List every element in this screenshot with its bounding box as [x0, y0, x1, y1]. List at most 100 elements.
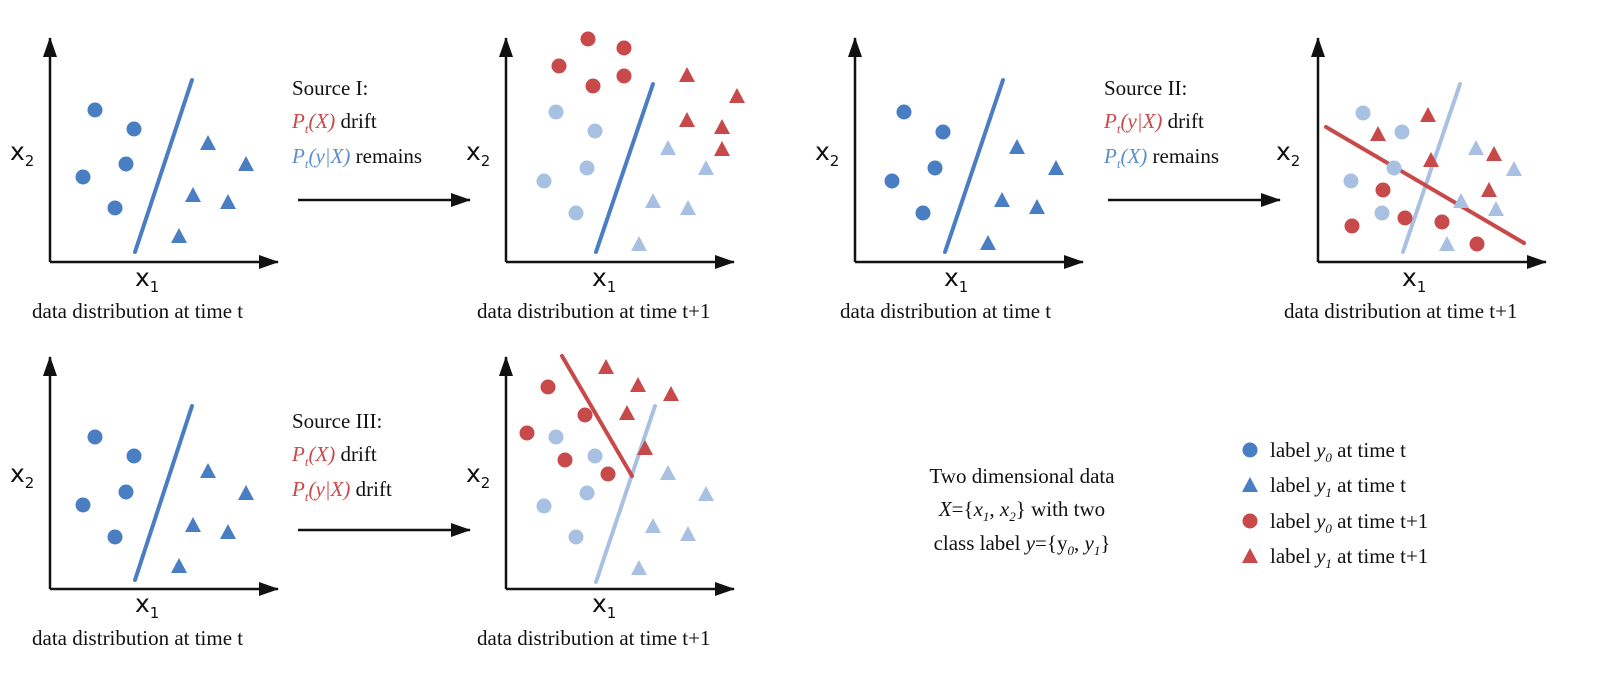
panel-caption: data distribution at time t+1	[1284, 299, 1517, 323]
point-y1	[980, 235, 996, 250]
panel-source1-time-t1: x2 x1 data distribution at time t+1	[466, 31, 745, 323]
point-y0-new	[540, 379, 556, 395]
point-y0	[915, 205, 931, 221]
point-y1-old	[680, 200, 696, 215]
point-y1-old	[645, 518, 661, 533]
point-y1	[238, 485, 254, 500]
new-points	[519, 359, 679, 482]
point-y1	[994, 192, 1010, 207]
point-y0-old	[536, 173, 552, 189]
point-y1	[220, 524, 236, 539]
old-points-faded	[536, 429, 714, 575]
y-axis-label: x2	[466, 459, 490, 492]
source-title: Source III:	[292, 409, 382, 433]
point-y1-new	[1481, 182, 1497, 197]
point-y1-old	[1453, 193, 1469, 208]
point-y1	[171, 558, 187, 573]
legend-item: label y0 at time t	[1242, 438, 1406, 465]
point-y1	[185, 187, 201, 202]
point-y1	[1009, 139, 1025, 154]
panel-source2-time-t: x2 x1 data distribution at time t	[815, 37, 1084, 323]
point-y0	[107, 200, 123, 216]
point-y1-new	[1486, 146, 1502, 161]
point-y0-new	[585, 78, 601, 94]
legend-label: label y0 at time t	[1270, 438, 1406, 465]
point-y1-new	[679, 67, 695, 82]
source3-annotation: Source III: Pt(X) drift Pt(y|X) drift	[291, 409, 471, 537]
point-y1-new	[619, 405, 635, 420]
point-y1-new	[714, 141, 730, 156]
source-title: Source II:	[1104, 76, 1187, 100]
point-y1-old	[680, 526, 696, 541]
point-y1	[200, 135, 216, 150]
new-points	[551, 31, 745, 156]
point-y0-old	[579, 160, 595, 176]
point-y1-old	[645, 193, 661, 208]
legend-marker-blue-circle	[1242, 442, 1258, 458]
point-y0-new	[580, 31, 596, 47]
panel-caption: data distribution at time t+1	[477, 626, 710, 650]
source-line-2: Pt(X) remains	[1103, 144, 1219, 171]
y-axis-label: x2	[10, 459, 34, 492]
point-y0-new	[1375, 182, 1391, 198]
point-y0-old	[568, 205, 584, 221]
point-y0	[75, 497, 91, 513]
legend-label: label y0 at time t+1	[1270, 509, 1428, 536]
source-title: Source I:	[292, 76, 368, 100]
point-y1-new	[729, 88, 745, 103]
legend-item: label y1 at time t+1	[1242, 544, 1428, 571]
point-y1-old	[1439, 236, 1455, 251]
point-y1-new	[663, 386, 679, 401]
point-y1-old	[1488, 201, 1504, 216]
y-axis-label: x2	[1276, 137, 1300, 170]
point-y1-old	[631, 236, 647, 251]
point-y1-new	[1370, 126, 1386, 141]
point-y1	[185, 517, 201, 532]
point-y0	[927, 160, 943, 176]
point-y1	[171, 228, 187, 243]
y-axis-label: x2	[466, 137, 490, 170]
point-y0-old	[1386, 160, 1402, 176]
point-y0-new	[577, 407, 593, 423]
panel-caption: data distribution at time t	[840, 299, 1051, 323]
point-y1-old	[1506, 161, 1522, 176]
old-decision-boundary	[1401, 82, 1462, 254]
point-y0	[126, 448, 142, 464]
point-y1-old	[660, 140, 676, 155]
point-y1-new	[598, 359, 614, 374]
data-description: Two dimensional data X={x1, x2} with two…	[929, 464, 1115, 558]
point-y0	[935, 124, 951, 140]
decision-boundary	[594, 82, 655, 254]
legend-item: label y1 at time t	[1242, 473, 1406, 500]
point-y0-new	[519, 425, 535, 441]
old-points-faded	[536, 104, 714, 251]
y-axis-label: x2	[815, 137, 839, 170]
point-y0-new	[1344, 218, 1360, 234]
class-y0-points	[75, 429, 142, 545]
new-decision-boundary	[1324, 125, 1526, 245]
class-y0-points	[75, 102, 142, 216]
class-y1-points	[171, 463, 254, 573]
decision-boundary	[943, 78, 1005, 254]
legend-marker-red-triangle	[1242, 548, 1258, 563]
point-y0-old	[587, 448, 603, 464]
old-decision-boundary	[594, 404, 657, 584]
x-axis-label: x1	[135, 589, 159, 622]
point-y0-new	[1469, 236, 1485, 252]
point-y1-old	[698, 486, 714, 501]
source2-annotation: Source II: Pt(y|X) drift Pt(X) remains	[1103, 76, 1281, 207]
point-y0-new	[1397, 210, 1413, 226]
point-y0	[896, 104, 912, 120]
panel-caption: data distribution at time t	[32, 299, 243, 323]
point-y1-old	[631, 560, 647, 575]
legend-marker-blue-triangle	[1242, 477, 1258, 492]
x-axis-label: x1	[135, 263, 159, 296]
legend-item: label y0 at time t+1	[1242, 509, 1428, 536]
source-line-2: Pt(y|X) drift	[291, 477, 392, 504]
source1-annotation: Source I: Pt(X) drift Pt(y|X) remains	[291, 76, 471, 207]
point-y0-new	[616, 68, 632, 84]
point-y0	[126, 121, 142, 137]
point-y0-old	[579, 485, 595, 501]
class-y1-points	[171, 135, 254, 243]
point-y0	[884, 173, 900, 189]
